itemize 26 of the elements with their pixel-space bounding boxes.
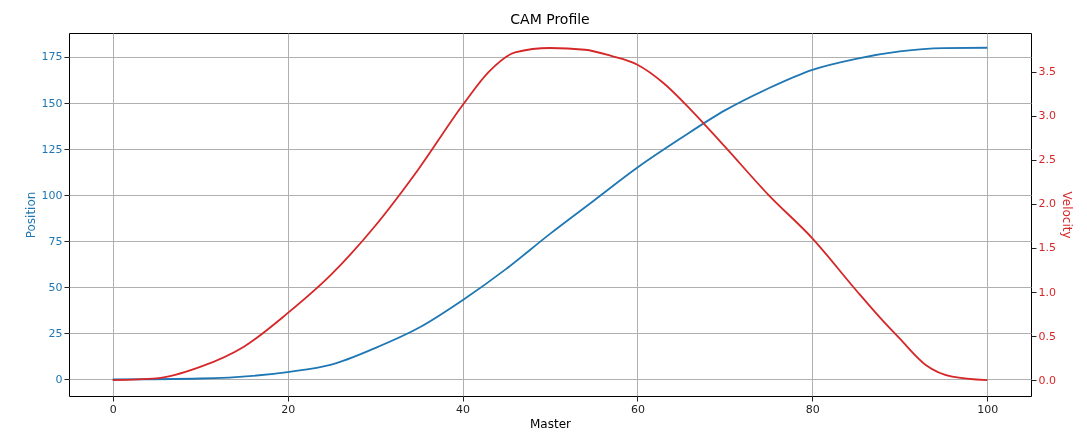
y-tick-label: 50 <box>48 280 63 294</box>
chart-title: CAM Profile <box>510 11 590 27</box>
y2-tick-label: 3.0 <box>1038 109 1056 123</box>
x-tick-label: 80 <box>805 402 820 416</box>
y2-tick-label: 0.0 <box>1038 373 1056 387</box>
y-tick-label: 100 <box>41 188 63 202</box>
x-tick-label: 20 <box>281 402 296 416</box>
y-tick-label: 150 <box>41 96 63 110</box>
x-axis-title: Master <box>530 416 572 431</box>
y2-tick-label: 2.5 <box>1038 153 1056 167</box>
y2-tick-label: 3.5 <box>1038 65 1056 79</box>
x-tick-label: 60 <box>630 402 645 416</box>
y-tick-label: 75 <box>48 234 63 248</box>
y2-tick-label: 1.5 <box>1038 241 1056 255</box>
x-tick-label: 0 <box>109 402 117 416</box>
x-tick-label: 100 <box>977 402 999 416</box>
y2-tick-label: 1.0 <box>1038 285 1056 299</box>
y-tick-label: 125 <box>41 142 63 156</box>
x-tick-label: 40 <box>456 402 471 416</box>
y-axis-title: Position <box>23 191 38 239</box>
y-tick-label: 0 <box>55 372 63 386</box>
y2-axis-title: Velocity <box>1059 191 1074 239</box>
y-tick-label: 25 <box>48 326 63 340</box>
y-tick-label: 175 <box>41 50 63 64</box>
y2-tick-label: 2.0 <box>1038 197 1056 211</box>
y2-tick-label: 0.5 <box>1038 329 1056 343</box>
